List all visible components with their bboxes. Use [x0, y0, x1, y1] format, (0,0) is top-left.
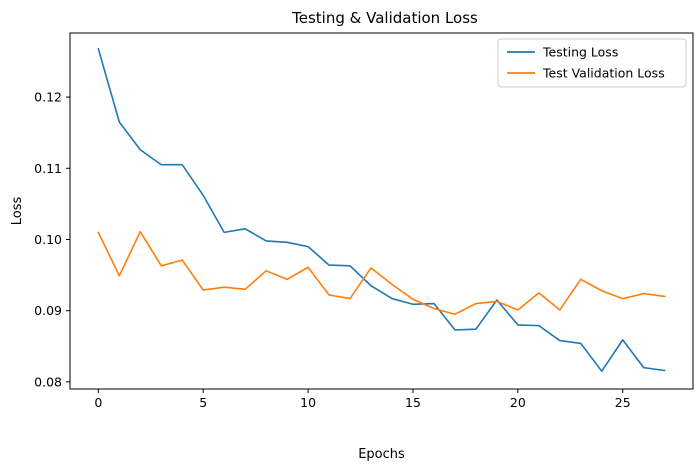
series-line-testing-loss: [97, 47, 666, 373]
y-axis-label: Loss: [10, 197, 25, 226]
x-tick-label: 0: [94, 395, 102, 410]
legend-label-test-validation-loss: Test Validation Loss: [542, 66, 665, 81]
y-tick-label: 0.09: [34, 303, 62, 318]
x-axis-ticks: 0 5 10 15 20 25: [94, 389, 631, 410]
y-tick-label: 0.10: [34, 232, 62, 247]
x-tick-label: 10: [300, 395, 316, 410]
legend-box: [497, 38, 687, 88]
legend-label-testing-loss: Testing Loss: [542, 45, 618, 60]
y-axis-ticks: 0.08 0.09 0.10 0.11 0.12: [34, 90, 70, 389]
legend: Testing Loss Test Validation Loss: [497, 38, 687, 88]
series-line-test-validation-loss: [97, 230, 666, 316]
series-lines: [97, 47, 666, 373]
x-tick-label: 25: [615, 395, 631, 410]
x-tick-label: 20: [510, 395, 526, 410]
y-tick-label: 0.12: [34, 90, 62, 105]
chart-title: Testing & Validation Loss: [291, 9, 478, 27]
x-tick-label: 5: [199, 395, 207, 410]
y-tick-label: 0.11: [34, 161, 62, 176]
x-tick-label: 15: [405, 395, 421, 410]
y-tick-label: 0.08: [34, 374, 62, 389]
x-axis-label: Epochs: [358, 447, 405, 462]
plot-frame: [69, 32, 694, 390]
